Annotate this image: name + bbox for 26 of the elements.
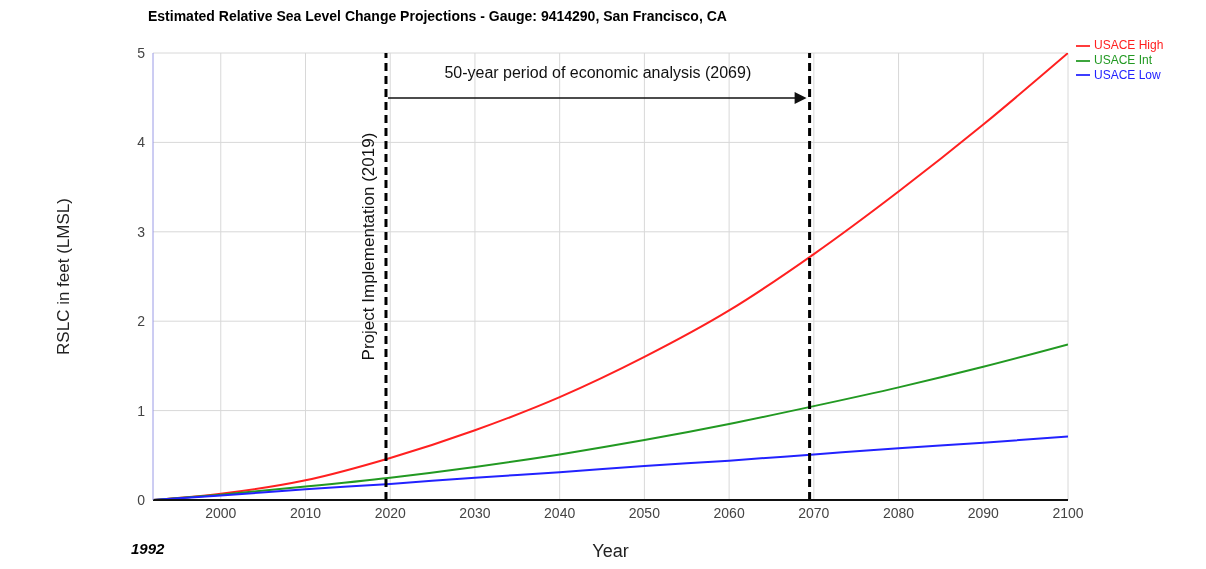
- ref-line-label: Project Implementation (2019): [358, 132, 378, 361]
- x-tick-label: 2000: [205, 504, 237, 521]
- x-tick-label: 2100: [1052, 504, 1084, 521]
- legend-label: USACE Low: [1094, 67, 1161, 82]
- y-tick-label: 3: [137, 223, 146, 240]
- legend-label: USACE High: [1094, 38, 1164, 52]
- x-tick-label: 2060: [713, 504, 745, 521]
- x-axis-title: Year: [592, 541, 629, 561]
- x-tick-label: 2040: [544, 504, 576, 521]
- x-tick-label: 2080: [882, 504, 915, 521]
- chart-title: Estimated Relative Sea Level Change Projections - Gauge: 9414290, San Francisco, CA: [148, 8, 728, 26]
- y-axis-title: RSLC in feet (LMSL): [54, 198, 74, 355]
- x-tick-label: 2010: [289, 504, 322, 521]
- x-tick-label: 2050: [628, 504, 661, 521]
- y-tick-label: 5: [137, 44, 146, 61]
- legend-label: USACE Int: [1094, 52, 1153, 67]
- y-tick-label: 2: [137, 313, 146, 330]
- annotation: 50-year period of economic analysis (2069): [444, 64, 752, 81]
- y-tick-label: 0: [137, 491, 146, 508]
- y-tick-label: 1: [137, 402, 146, 419]
- x-tick-label: 2030: [459, 504, 491, 521]
- x-tick-label: 2070: [798, 504, 830, 521]
- x-tick-label: 2090: [967, 504, 1000, 521]
- text: 1992: [131, 540, 165, 557]
- x-tick-label: 2020: [374, 504, 406, 521]
- y-tick-label: 4: [137, 134, 146, 151]
